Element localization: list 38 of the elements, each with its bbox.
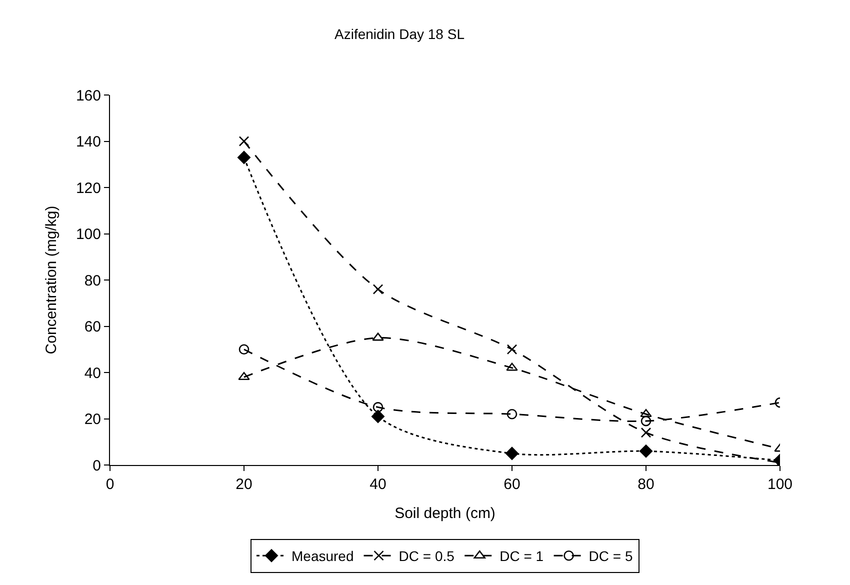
y-tick-label: 160 [76, 87, 101, 104]
legend-label: DC = 0.5 [398, 548, 455, 564]
legend-label: DC = 5 [588, 548, 633, 564]
x-tick-label: 0 [106, 476, 114, 493]
y-tick-label: 40 [84, 364, 101, 382]
point [238, 136, 250, 146]
y-tick-label: 140 [76, 134, 101, 150]
point [238, 344, 250, 355]
y-axis-title: Concentration (mg/kg) [43, 206, 60, 354]
point [640, 408, 652, 418]
y-tick-label: 100 [76, 226, 101, 243]
point [372, 332, 384, 341]
point [506, 344, 518, 355]
legend-label: Measured [292, 548, 354, 564]
point [238, 372, 250, 380]
y-tick-label: 20 [84, 411, 101, 428]
point [238, 150, 250, 164]
y-tick-label: 60 [84, 318, 101, 336]
point [506, 362, 518, 371]
x-tick-label: 100 [767, 476, 793, 493]
point [506, 446, 518, 460]
x-tick-label: 20 [236, 476, 252, 493]
point [372, 402, 384, 412]
y-tick-label: 0 [92, 457, 101, 474]
chart-title: Azifenidin Day 18 SL [334, 26, 465, 42]
legend-label: DC = 1 [500, 548, 544, 564]
x-tick-label: 40 [370, 476, 386, 493]
y-tick-label: 120 [76, 180, 101, 197]
y-tick-label: 80 [84, 272, 101, 290]
point [372, 284, 384, 294]
point [506, 408, 518, 420]
point [372, 410, 384, 423]
x-axis-title: Soil depth (cm) [394, 505, 496, 522]
point [640, 444, 652, 458]
x-tick-label: 80 [638, 476, 654, 493]
x-tick-label: 60 [504, 476, 520, 493]
point [640, 416, 652, 426]
point [640, 427, 652, 438]
